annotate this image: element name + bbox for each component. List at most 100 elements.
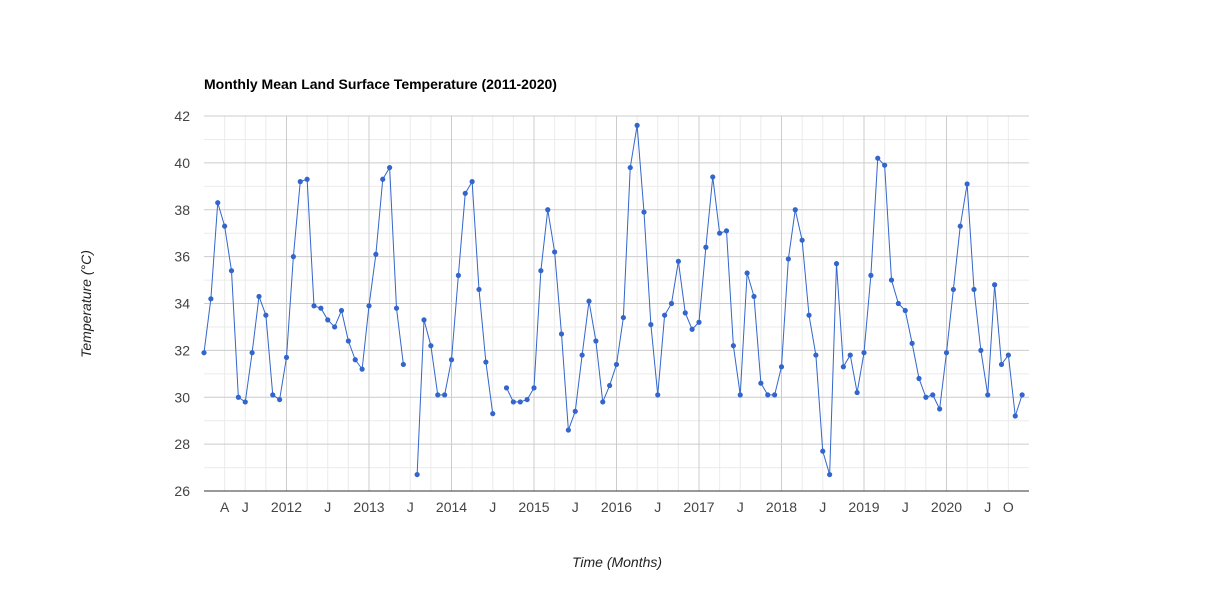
data-point[interactable]: [792, 207, 798, 213]
data-point[interactable]: [758, 380, 764, 386]
data-point[interactable]: [462, 190, 468, 196]
data-point[interactable]: [304, 176, 310, 182]
data-point[interactable]: [916, 375, 922, 382]
data-point[interactable]: [785, 256, 791, 262]
data-point[interactable]: [572, 408, 578, 414]
data-point[interactable]: [861, 350, 867, 356]
data-point[interactable]: [868, 272, 874, 278]
data-point[interactable]: [950, 286, 956, 293]
data-point[interactable]: [772, 392, 778, 398]
data-point[interactable]: [380, 176, 386, 182]
data-point[interactable]: [1005, 352, 1011, 358]
data-point[interactable]: [971, 286, 977, 293]
data-point[interactable]: [600, 399, 606, 405]
data-point[interactable]: [668, 300, 675, 307]
data-point[interactable]: [1019, 392, 1025, 398]
data-point[interactable]: [228, 268, 235, 274]
data-point[interactable]: [311, 303, 317, 309]
data-point[interactable]: [558, 331, 565, 337]
data-point[interactable]: [270, 392, 276, 398]
data-point[interactable]: [723, 228, 730, 234]
data-point[interactable]: [806, 312, 812, 318]
data-point[interactable]: [297, 179, 303, 185]
data-point[interactable]: [510, 399, 516, 405]
data-point[interactable]: [682, 310, 688, 316]
data-point[interactable]: [627, 164, 633, 171]
data-point[interactable]: [283, 354, 290, 361]
data-point[interactable]: [318, 305, 324, 311]
data-point[interactable]: [593, 338, 599, 344]
data-point[interactable]: [476, 286, 482, 293]
data-point[interactable]: [414, 471, 420, 478]
data-point[interactable]: [249, 350, 255, 356]
data-point[interactable]: [448, 357, 455, 363]
data-point[interactable]: [875, 155, 881, 161]
data-point[interactable]: [442, 392, 448, 398]
data-point[interactable]: [730, 343, 736, 349]
data-point[interactable]: [937, 406, 943, 412]
data-point[interactable]: [607, 382, 613, 389]
data-point[interactable]: [1012, 413, 1018, 419]
data-point[interactable]: [387, 164, 393, 171]
data-point[interactable]: [992, 282, 998, 288]
data-point[interactable]: [634, 122, 640, 128]
data-point[interactable]: [201, 350, 207, 356]
data-point[interactable]: [235, 394, 241, 400]
data-point[interactable]: [744, 270, 750, 276]
data-point[interactable]: [579, 352, 585, 358]
data-point[interactable]: [778, 364, 785, 370]
data-point[interactable]: [882, 162, 888, 168]
data-point[interactable]: [696, 319, 702, 325]
data-point[interactable]: [215, 200, 221, 206]
data-point[interactable]: [909, 340, 915, 346]
data-point[interactable]: [338, 307, 345, 314]
data-point[interactable]: [421, 317, 427, 323]
data-point[interactable]: [242, 399, 248, 405]
data-point[interactable]: [345, 338, 351, 344]
data-point[interactable]: [435, 392, 441, 398]
data-point[interactable]: [277, 396, 283, 403]
data-point[interactable]: [483, 359, 489, 365]
data-point[interactable]: [620, 314, 626, 321]
data-point[interactable]: [455, 272, 461, 278]
data-point[interactable]: [393, 305, 400, 311]
data-point[interactable]: [222, 223, 228, 229]
data-point[interactable]: [613, 361, 620, 368]
data-point[interactable]: [930, 392, 936, 398]
data-point[interactable]: [565, 427, 571, 433]
data-point[interactable]: [765, 392, 771, 398]
data-point[interactable]: [655, 392, 661, 398]
data-point[interactable]: [799, 237, 805, 243]
data-point[interactable]: [208, 296, 214, 302]
data-point[interactable]: [737, 392, 743, 398]
data-point[interactable]: [662, 312, 668, 318]
data-point[interactable]: [325, 317, 331, 323]
data-point[interactable]: [531, 385, 537, 391]
data-point[interactable]: [545, 207, 551, 213]
data-point[interactable]: [359, 366, 365, 372]
data-point[interactable]: [352, 357, 358, 363]
data-point[interactable]: [978, 347, 984, 353]
data-point[interactable]: [538, 268, 544, 274]
data-point[interactable]: [400, 361, 406, 368]
data-point[interactable]: [675, 258, 681, 264]
data-point[interactable]: [586, 298, 592, 304]
data-point[interactable]: [957, 223, 963, 229]
data-point[interactable]: [902, 307, 908, 314]
data-point[interactable]: [366, 303, 372, 309]
data-point[interactable]: [290, 254, 296, 260]
data-point[interactable]: [689, 326, 695, 332]
data-point[interactable]: [751, 293, 757, 300]
data-point[interactable]: [827, 471, 833, 478]
data-point[interactable]: [710, 174, 716, 180]
data-point[interactable]: [648, 321, 654, 328]
data-point[interactable]: [703, 244, 709, 250]
data-point[interactable]: [641, 209, 647, 215]
data-point[interactable]: [840, 364, 846, 370]
data-point[interactable]: [813, 352, 819, 358]
data-point[interactable]: [964, 181, 970, 187]
data-point[interactable]: [854, 389, 860, 396]
data-point[interactable]: [263, 312, 269, 318]
data-point[interactable]: [717, 230, 723, 236]
data-point[interactable]: [373, 251, 379, 257]
